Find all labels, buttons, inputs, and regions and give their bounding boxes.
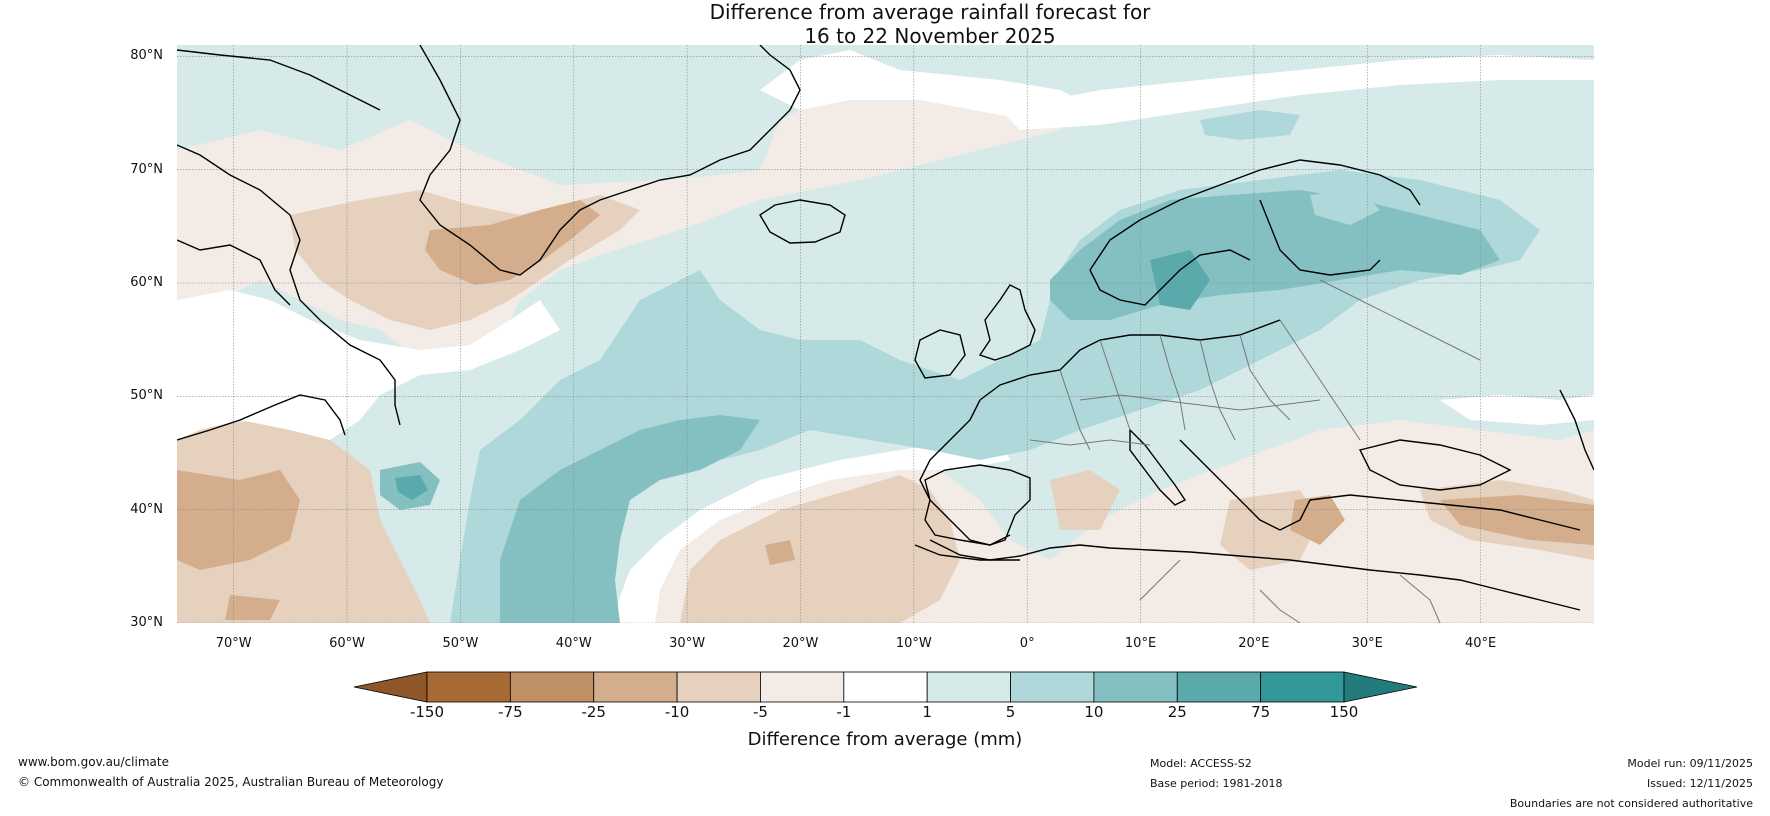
colorbar-tick-label: -75 [498,703,523,721]
longitude-label: 30°E [1351,636,1383,651]
title-line-2: 16 to 22 November 2025 [804,24,1056,48]
model-run-text: Model run: 09/11/2025 [1627,757,1753,770]
website-text: www.bom.gov.au/climate [18,755,169,769]
colorbar-segment [1010,671,1095,703]
longitude-label: 20°E [1238,636,1270,651]
model-text: Model: ACCESS-S2 [1150,757,1252,770]
colorbar-segment [760,671,845,703]
colorbar-segment [1176,671,1262,703]
latitude-label: 50°N [130,388,163,404]
copyright-text: © Commonwealth of Australia 2025, Austra… [18,775,444,789]
colorbar [353,671,1418,703]
longitude-label: 10°E [1124,636,1157,651]
colorbar-tick-label: -10 [664,703,690,721]
colorbar-segment [1260,671,1345,703]
colorbar-tick-label: 5 [1005,703,1016,721]
longitude-label: 70°W [215,636,252,651]
colorbar-segment [1093,671,1178,703]
colorbar-tick-label: -150 [409,703,445,721]
issued-text: Issued: 12/11/2025 [1646,777,1753,790]
rainfall-anomaly-field [177,45,1594,623]
colorbar-over-triangle [1343,671,1418,703]
near-zero-bands [177,50,1594,623]
longitude-label: 30°W [669,636,706,651]
map-gridlines [177,45,1594,623]
colorbar-segment [843,671,928,703]
title-line-1: Difference from average rainfall forecas… [709,0,1151,24]
latitude-label: 70°N [130,161,163,177]
latitude-label: 40°N [130,501,163,517]
colorbar-tick-label: -1 [836,703,852,721]
latitude-label: 30°N [130,615,163,630]
longitude-label: 0° [1019,636,1035,651]
country-borders [1029,279,1481,623]
colorbar-segment [426,671,511,703]
longitude-label: 60°W [329,636,365,651]
colorbar-tick-label: 1 [922,703,932,721]
colorbar-label: Difference from average (mm) [747,729,1023,750]
colorbar-tick-label: 75 [1251,703,1271,721]
longitude-label: 10°W [895,636,932,651]
latitude-label: 60°N [130,275,163,290]
colorbar-tick-label: -25 [581,703,606,721]
colorbar-segment [509,671,595,703]
colorbar-under-triangle [353,671,428,703]
longitude-label: 50°W [442,636,479,651]
longitude-label: 40°W [555,636,592,651]
colorbar-segment [926,671,1011,703]
longitude-label: 20°W [782,636,819,651]
colorbar-tick-label: -5 [752,703,768,721]
colorbar-segment [676,671,761,703]
map-title: Difference from average rainfall forecas… [0,0,1770,48]
colorbar-tick-label: 150 [1329,703,1359,721]
latitude-label: 80°N [130,48,163,64]
colorbar-tick-label: 10 [1084,703,1104,721]
colorbar-segment [593,671,678,703]
colorbar-tick-label: 25 [1167,703,1187,721]
longitude-label: 40°E [1464,636,1497,651]
base-period-text: Base period: 1981-2018 [1150,777,1283,790]
coastlines [177,45,1594,611]
disclaimer-text: Boundaries are not considered authoritat… [1509,797,1753,810]
